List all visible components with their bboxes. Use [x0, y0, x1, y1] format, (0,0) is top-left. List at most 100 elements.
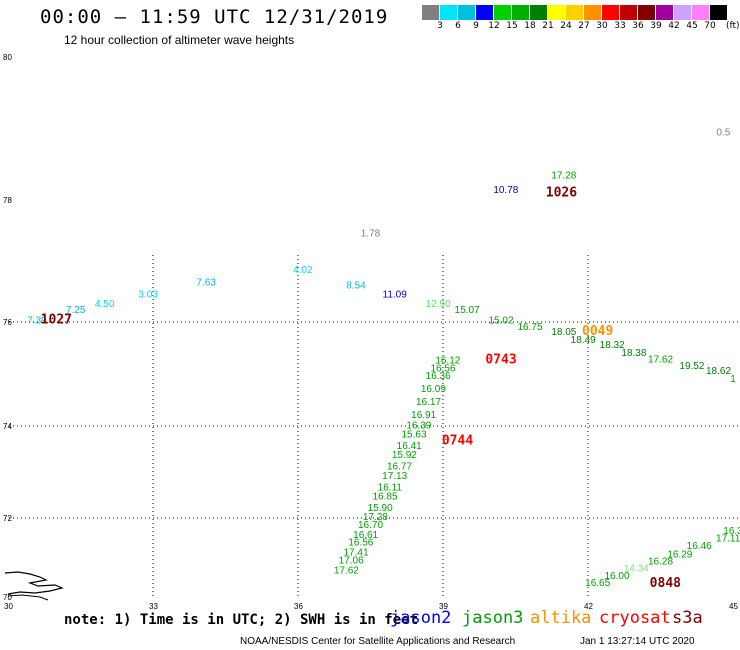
- legend-label: 12: [488, 21, 500, 31]
- wave-height-label: 17.62: [334, 565, 359, 576]
- wave-height-label: 18.38: [621, 348, 646, 359]
- pass-time-label: 0049: [582, 324, 613, 339]
- wave-height-label: 16.39: [406, 420, 431, 431]
- legend-swatch: [674, 5, 692, 20]
- color-legend: [422, 5, 728, 20]
- wave-height-label: 16.11: [378, 482, 403, 493]
- longitude-label: 42: [584, 602, 593, 611]
- wave-height-label: 15.02: [488, 316, 513, 327]
- pass-time-label: 0848: [650, 576, 681, 591]
- wave-height-label: 16.56: [430, 363, 455, 374]
- wave-height-label: 18.32: [600, 340, 625, 351]
- wave-height-label: 16.3: [723, 526, 740, 537]
- wave-height-label: 4.50: [95, 299, 115, 310]
- legend-label: 21: [542, 21, 554, 31]
- wave-height-label: 11.09: [383, 290, 408, 301]
- legend-swatch: [440, 5, 458, 20]
- wave-height-label: 18.62: [706, 366, 731, 377]
- satellite-altika: altika: [530, 608, 592, 628]
- wave-height-label: 16.12: [435, 356, 460, 367]
- wave-height-label: 16.36: [426, 371, 451, 382]
- legend-label: 6: [455, 21, 461, 31]
- latitude-label: 74: [3, 422, 12, 431]
- latitude-label: 70: [3, 593, 12, 602]
- pass-time-label: 0744: [442, 433, 473, 448]
- legend-swatch: [692, 5, 710, 20]
- satellite-jason3: jason3: [462, 608, 524, 628]
- legend-label: 42: [668, 21, 680, 31]
- wave-height-label: 18.05: [551, 327, 576, 338]
- wave-height-label: 16.85: [372, 492, 397, 503]
- legend-label: 27: [578, 21, 590, 31]
- wave-height-label: 16.91: [411, 410, 436, 421]
- latitude-label: 80: [3, 53, 12, 62]
- wave-height-label: 0.5: [716, 128, 730, 139]
- color-legend-labels: 3 6 9 12 15 18 21 24 27 30 33 36 39 42 45 70: [422, 21, 719, 31]
- legend-label: 3: [437, 21, 443, 31]
- wave-height-label: 16.77: [387, 462, 412, 473]
- coastline: [4, 571, 64, 601]
- wave-height-label: 17.41: [343, 548, 368, 559]
- longitude-label: 45: [729, 602, 738, 611]
- wave-height-label: 15.63: [401, 430, 426, 441]
- pass-time-label: 1027: [41, 313, 72, 328]
- graticule: [5, 255, 740, 598]
- legend-swatch: [584, 5, 602, 20]
- wave-height-label: 16.00: [604, 571, 629, 582]
- latitude-label: 78: [3, 196, 12, 205]
- legend-swatch: [422, 5, 440, 20]
- longitude-label: 39: [439, 602, 448, 611]
- legend-swatch: [602, 5, 620, 20]
- wave-height-label: 17.28: [551, 171, 576, 182]
- pass-time-label: 1026: [546, 185, 577, 200]
- wave-height-label: 10.78: [493, 185, 518, 196]
- footer-credit: NOAA/NESDIS Center for Satellite Applica…: [240, 636, 516, 647]
- wave-height-label: 17.13: [382, 471, 407, 482]
- legend-swatch: [512, 5, 530, 20]
- page-title: 00:00 — 11:59 UTC 12/31/2019: [40, 6, 389, 28]
- wave-height-label: 15.90: [368, 503, 393, 514]
- legend-swatch: [566, 5, 584, 20]
- wave-height-label: 12.90: [426, 299, 451, 310]
- wave-height-label: 17.28: [363, 512, 388, 523]
- wave-height-label: 18.49: [571, 335, 596, 346]
- wave-height-label: 15.92: [392, 450, 417, 461]
- wave-height-label: 16.46: [687, 541, 712, 552]
- satellite-jason2: jason2: [390, 608, 452, 628]
- wave-height-label: 4.02: [293, 265, 313, 276]
- wave-height-label: 16.75: [517, 322, 542, 333]
- note-text: note: 1) Time is in UTC; 2) SWH is in fe…: [64, 612, 419, 628]
- wave-height-label: 16.28: [648, 557, 673, 568]
- wave-height-label: 19.52: [679, 361, 704, 372]
- satellite-s3a: s3a: [672, 608, 703, 628]
- wave-height-label: 8.54: [346, 280, 366, 291]
- wave-height-label: 16.09: [421, 384, 446, 395]
- wave-height-label: 14.34: [624, 563, 649, 574]
- wave-height-label: 7.39: [27, 316, 47, 327]
- wave-height-label: 16.56: [348, 538, 373, 549]
- wave-height-label: 1: [730, 374, 736, 385]
- legend-label: 30: [596, 21, 608, 31]
- wave-height-label: 16.41: [397, 441, 422, 452]
- legend-label: 36: [632, 21, 644, 31]
- wave-height-label: 16.65: [585, 578, 610, 589]
- longitude-label: 36: [294, 602, 303, 611]
- legend-swatch: [530, 5, 548, 20]
- page-subtitle: 12 hour collection of altimeter wave hei…: [64, 33, 295, 47]
- legend-swatch: [620, 5, 638, 20]
- legend-label: 45: [686, 21, 698, 31]
- wave-height-label: 17.06: [339, 555, 364, 566]
- legend-unit: (ft): [726, 21, 740, 31]
- legend-label: 33: [614, 21, 626, 31]
- legend-label: 70: [704, 21, 716, 31]
- wave-height-label: 7.25: [66, 305, 86, 316]
- longitude-label: 30: [4, 602, 13, 611]
- latitude-label: 76: [3, 318, 12, 327]
- wave-height-label: 16.61: [353, 530, 378, 541]
- wave-height-label: 16.17: [416, 397, 441, 408]
- satellite-cryosat: cryosat: [599, 608, 671, 628]
- wave-height-label: 17.11: [716, 534, 740, 545]
- legend-swatch: [494, 5, 512, 20]
